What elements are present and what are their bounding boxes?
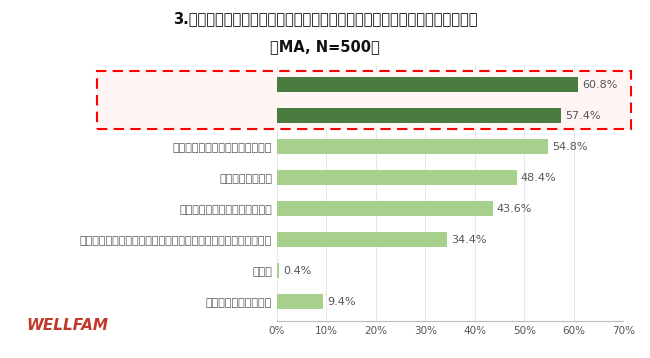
Text: 9.4%: 9.4% — [328, 296, 356, 306]
Bar — [277, 170, 517, 185]
Bar — [277, 77, 578, 92]
Bar — [277, 201, 493, 216]
Text: WELLFAM: WELLFAM — [26, 318, 108, 333]
Text: 43.6%: 43.6% — [497, 204, 532, 214]
Bar — [277, 232, 447, 247]
Text: 48.4%: 48.4% — [521, 173, 556, 183]
Bar — [277, 294, 324, 309]
Bar — [277, 139, 548, 154]
Text: 60.8%: 60.8% — [582, 79, 618, 90]
Text: 0.4%: 0.4% — [283, 266, 311, 276]
Text: 34.4%: 34.4% — [451, 234, 487, 245]
Text: （MA, N=500）: （MA, N=500） — [270, 39, 380, 54]
Text: 3.コロナ禍で、お子様の健康のために普段から心掛けている事はありますか: 3.コロナ禍で、お子様の健康のために普段から心掛けている事はありますか — [173, 11, 477, 26]
Bar — [277, 108, 561, 123]
Bar — [277, 263, 279, 278]
Text: 57.4%: 57.4% — [565, 111, 601, 121]
Text: 54.8%: 54.8% — [552, 141, 588, 151]
FancyBboxPatch shape — [97, 72, 631, 129]
